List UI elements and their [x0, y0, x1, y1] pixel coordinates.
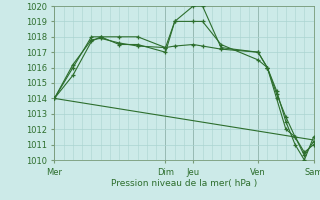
X-axis label: Pression niveau de la mer( hPa ): Pression niveau de la mer( hPa )	[111, 179, 257, 188]
